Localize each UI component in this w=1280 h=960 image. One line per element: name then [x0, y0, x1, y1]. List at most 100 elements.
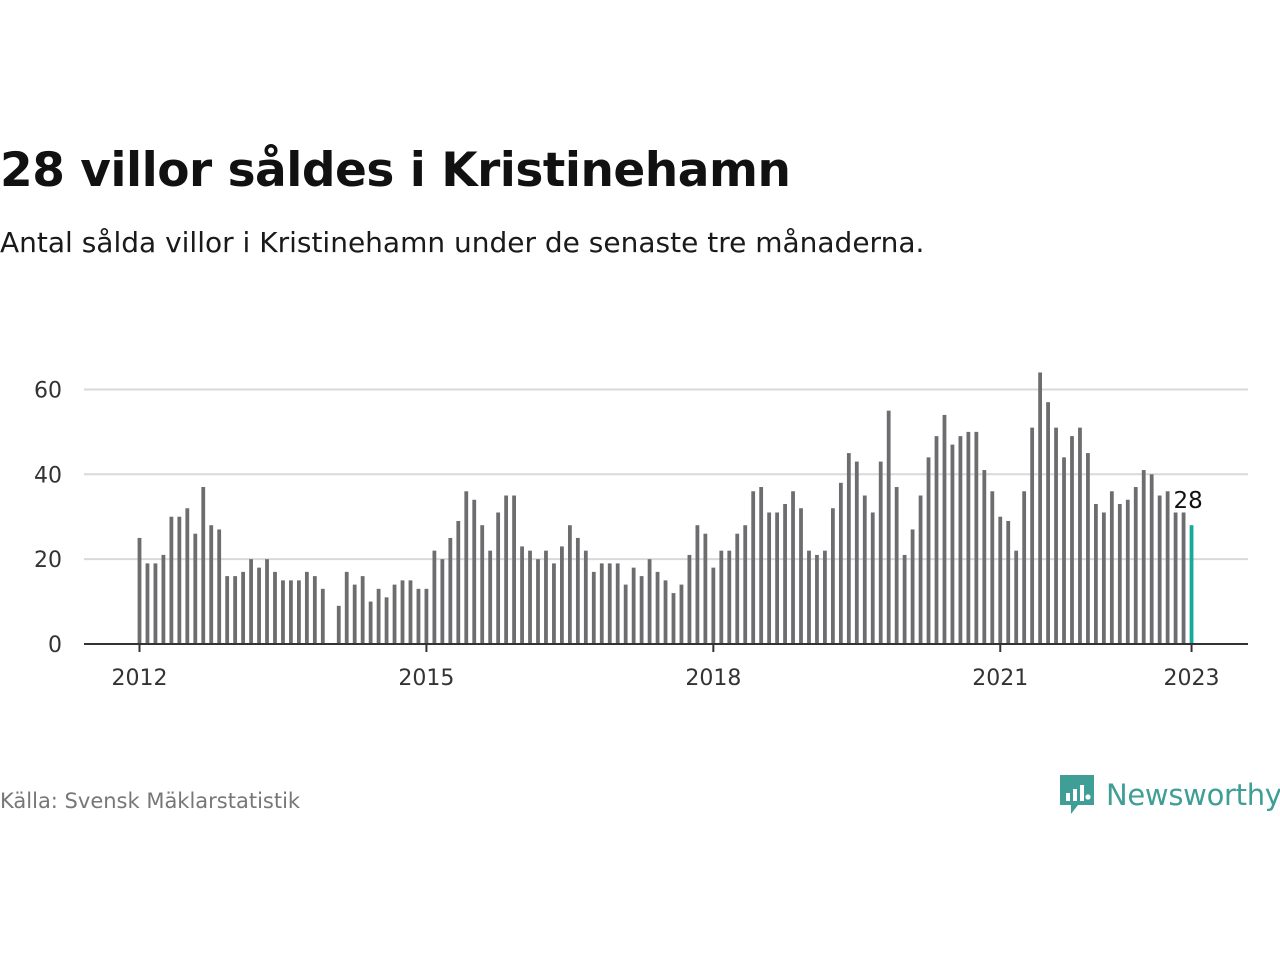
newsworthy-logo[interactable]: Newsworthy	[1058, 773, 1280, 817]
highlight-value-label: 28	[1174, 488, 1203, 514]
bar	[336, 605, 341, 644]
bar	[368, 601, 373, 644]
bar	[440, 559, 445, 644]
bar	[528, 550, 532, 644]
labels: 0 20 40 60 2012 2015 2018 2021 2023 28	[34, 378, 1220, 691]
bar	[807, 550, 811, 644]
bar	[775, 512, 779, 644]
bar	[448, 537, 453, 644]
bar	[966, 431, 971, 644]
y-tick-label: 40	[34, 463, 62, 488]
bar	[631, 567, 636, 644]
bar	[934, 436, 939, 644]
bar	[520, 546, 524, 644]
bar-highlight	[1189, 525, 1194, 644]
bar	[297, 580, 301, 644]
bar	[982, 470, 987, 644]
bar	[217, 529, 222, 644]
bar	[846, 453, 851, 644]
bar	[1038, 372, 1043, 644]
chart-title: 28 villor såldes i Kristinehamn	[0, 143, 791, 198]
bar	[743, 525, 748, 644]
bar	[655, 571, 660, 644]
bar	[512, 495, 516, 644]
bar	[711, 567, 716, 644]
bar	[1054, 427, 1058, 644]
bar	[193, 533, 198, 644]
bar	[1117, 504, 1122, 644]
bar	[320, 588, 325, 644]
bar	[575, 537, 580, 644]
bar	[1070, 436, 1074, 644]
bar-chart: 0 20 40 60 2012 2015 2018 2021 2023 28	[34, 372, 1248, 691]
bar	[735, 533, 740, 644]
x-tick-label: 2018	[685, 666, 741, 691]
bar	[926, 457, 931, 644]
bar	[1133, 487, 1138, 644]
bar	[639, 576, 644, 644]
bar	[663, 580, 668, 644]
bar	[169, 516, 174, 644]
bar	[1006, 520, 1011, 644]
bar	[432, 550, 437, 644]
bar	[560, 546, 564, 644]
bar	[488, 550, 493, 644]
bar	[1181, 512, 1186, 644]
bar	[862, 495, 867, 644]
bar	[304, 571, 309, 644]
bar	[496, 512, 501, 644]
bar	[599, 563, 604, 644]
bar	[767, 512, 772, 644]
bar	[591, 571, 596, 644]
bar	[1078, 427, 1082, 644]
bar	[392, 584, 397, 644]
bar	[942, 414, 947, 644]
bar	[679, 584, 684, 644]
bar	[416, 588, 421, 644]
bars	[137, 372, 1194, 644]
bar	[265, 559, 269, 644]
bar	[1149, 474, 1154, 644]
bar	[695, 525, 700, 644]
bar	[815, 554, 819, 644]
bar	[878, 461, 883, 644]
bar	[974, 431, 979, 644]
bar	[1030, 427, 1035, 644]
x-tick-label: 2015	[398, 666, 454, 691]
bar	[352, 584, 357, 644]
bar	[480, 525, 485, 644]
newsworthy-logo-icon	[1060, 775, 1094, 814]
bar	[153, 563, 158, 644]
bar	[400, 580, 405, 644]
bar	[1101, 512, 1106, 644]
bar	[567, 525, 572, 644]
bar	[703, 533, 708, 644]
bar	[886, 410, 891, 644]
bar	[727, 550, 732, 644]
bar	[958, 436, 963, 644]
y-tick-label: 20	[34, 548, 62, 573]
bar	[281, 580, 285, 644]
bar	[464, 491, 469, 644]
bar	[854, 461, 859, 644]
bar	[623, 584, 628, 644]
bar	[1062, 457, 1066, 644]
bar	[257, 567, 261, 644]
bar	[233, 576, 238, 644]
bar	[360, 576, 365, 644]
bar	[751, 491, 756, 644]
bar	[671, 593, 676, 644]
bar	[783, 504, 787, 644]
bar	[791, 491, 795, 644]
bar	[201, 487, 206, 644]
brand-name: Newsworthy	[1106, 778, 1280, 812]
bar	[241, 571, 246, 644]
bar	[552, 563, 556, 644]
bar	[249, 559, 253, 644]
y-tick-label: 60	[34, 378, 62, 403]
bar	[830, 508, 835, 644]
bar	[1014, 550, 1019, 644]
bar	[902, 554, 907, 644]
bar	[950, 444, 955, 644]
grid-lines	[84, 388, 1248, 561]
